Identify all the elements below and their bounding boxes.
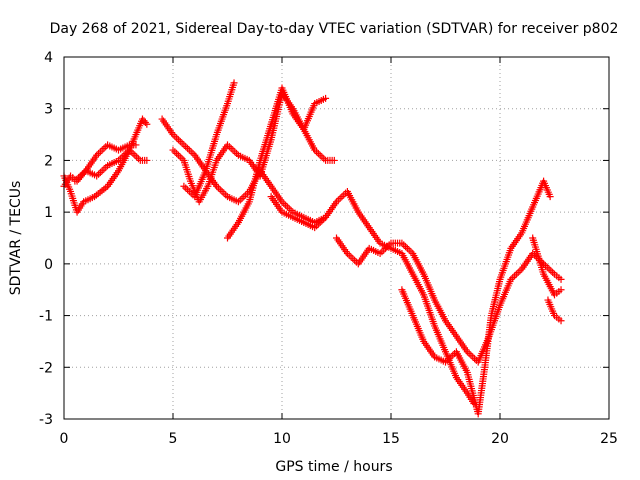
y-tick-label: 3 bbox=[44, 102, 53, 118]
series-track-k bbox=[529, 234, 565, 299]
y-tick-label: -1 bbox=[39, 309, 53, 325]
data-point bbox=[132, 141, 140, 149]
chart-title: Day 268 of 2021, Sidereal Day-to-day VTE… bbox=[50, 21, 619, 37]
x-axis-label: GPS time / hours bbox=[275, 459, 392, 475]
series-track-c bbox=[71, 141, 140, 185]
data-point bbox=[546, 193, 554, 201]
data-point bbox=[330, 156, 338, 164]
x-tick-label: 0 bbox=[60, 431, 69, 447]
x-tick-labels: 0 5 10 15 20 25 bbox=[60, 431, 618, 447]
x-tick-label: 10 bbox=[273, 431, 291, 447]
data-point bbox=[557, 317, 565, 325]
x-tick-label: 15 bbox=[382, 431, 400, 447]
data-point bbox=[143, 120, 151, 128]
series-track-l bbox=[544, 296, 565, 325]
series-track-b bbox=[60, 115, 151, 216]
data-point bbox=[557, 286, 565, 294]
series-track-g bbox=[224, 84, 330, 242]
y-tick-label: 4 bbox=[44, 50, 53, 66]
y-tick-label: 0 bbox=[44, 257, 53, 273]
y-tick-label: 2 bbox=[44, 153, 53, 169]
data-point bbox=[230, 79, 238, 87]
series-track-i bbox=[333, 234, 565, 366]
y-tick-label: -2 bbox=[39, 360, 53, 376]
y-axis-label: SDTVAR / TECUs bbox=[8, 181, 24, 296]
y-tick-labels: -3 -2 -1 0 1 2 3 4 bbox=[39, 50, 53, 428]
x-tick-label: 5 bbox=[169, 431, 178, 447]
series-track-j bbox=[398, 177, 554, 418]
x-tick-label: 25 bbox=[600, 431, 618, 447]
y-tick-label: -3 bbox=[39, 412, 53, 428]
data-point bbox=[141, 119, 149, 127]
y-tick-label: 1 bbox=[44, 205, 53, 221]
axis-ticks bbox=[63, 56, 610, 420]
x-tick-label: 20 bbox=[491, 431, 509, 447]
data-points bbox=[60, 79, 565, 418]
data-point bbox=[557, 275, 565, 283]
data-point bbox=[322, 94, 330, 102]
plot-frame bbox=[63, 56, 610, 420]
data-point bbox=[143, 156, 151, 164]
series-track-f bbox=[180, 79, 238, 201]
